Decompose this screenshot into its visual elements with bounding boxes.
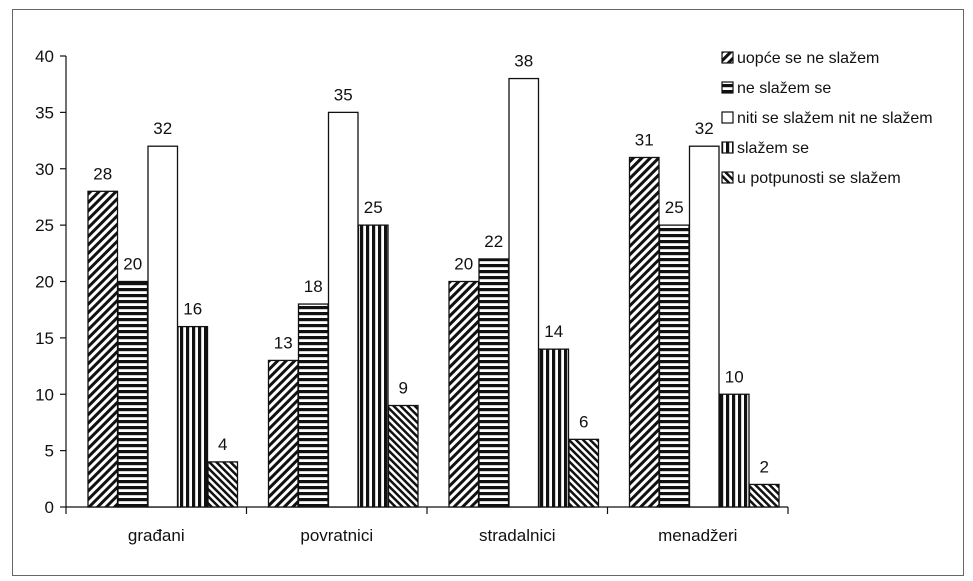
y-tick-label: 15	[35, 329, 54, 348]
bar	[568, 438, 600, 508]
data-label: 10	[725, 367, 744, 386]
bar	[688, 145, 720, 508]
legend-label: u potpunosti se slažem	[737, 170, 901, 187]
bar	[297, 303, 329, 508]
bar	[327, 111, 359, 508]
data-label: 20	[454, 255, 473, 274]
data-label: 28	[93, 164, 112, 183]
data-label: 2	[760, 457, 769, 476]
y-tick-label: 5	[45, 442, 54, 461]
data-label: 13	[274, 333, 293, 352]
data-label: 35	[334, 85, 353, 104]
category-label: građani	[128, 526, 185, 545]
legend-label: ne slažem se	[737, 80, 831, 97]
category-label: povratnici	[300, 526, 373, 545]
bar	[538, 348, 570, 508]
y-tick-label: 0	[45, 498, 54, 517]
legend-swatch	[721, 171, 734, 184]
data-label: 4	[218, 435, 227, 454]
data-label: 25	[364, 198, 383, 217]
data-label: 25	[665, 198, 684, 217]
data-label: 18	[304, 277, 323, 296]
legend-swatch	[721, 81, 734, 94]
bar	[718, 393, 750, 508]
bar	[177, 325, 209, 508]
bar	[147, 145, 179, 508]
category-label: stradalnici	[479, 526, 556, 545]
data-label: 32	[153, 119, 172, 138]
y-tick-label: 40	[35, 47, 54, 66]
y-tick-label: 10	[35, 385, 54, 404]
bar	[478, 258, 510, 508]
data-label: 6	[579, 412, 588, 431]
legend-label: niti se slažem nit ne slažem	[737, 110, 933, 127]
legend-swatch	[721, 141, 734, 154]
y-tick-label: 30	[35, 160, 54, 179]
y-tick-label: 35	[35, 103, 54, 122]
y-tick-label: 20	[35, 273, 54, 292]
legend-swatch	[721, 111, 734, 124]
bar	[387, 404, 419, 508]
data-label: 20	[123, 255, 142, 274]
legend-swatch	[721, 51, 734, 64]
bar	[207, 461, 239, 508]
data-label: 31	[635, 130, 654, 149]
bar	[357, 224, 389, 508]
bar	[87, 190, 119, 508]
bar	[508, 77, 540, 508]
bar	[748, 483, 780, 508]
data-label: 16	[183, 300, 202, 319]
data-label: 32	[695, 119, 714, 138]
data-label: 9	[399, 379, 408, 398]
bar	[658, 224, 690, 508]
data-label: 14	[544, 322, 563, 341]
bar	[628, 156, 660, 508]
data-label: 38	[514, 52, 533, 71]
data-label: 22	[484, 232, 503, 251]
category-label: menadžeri	[658, 526, 737, 545]
bar	[117, 280, 149, 508]
bar	[267, 359, 299, 508]
legend-label: uopće se ne slažem	[737, 50, 879, 67]
legend-label: slažem se	[737, 140, 809, 157]
bar	[448, 280, 480, 508]
y-tick-label: 25	[35, 216, 54, 235]
